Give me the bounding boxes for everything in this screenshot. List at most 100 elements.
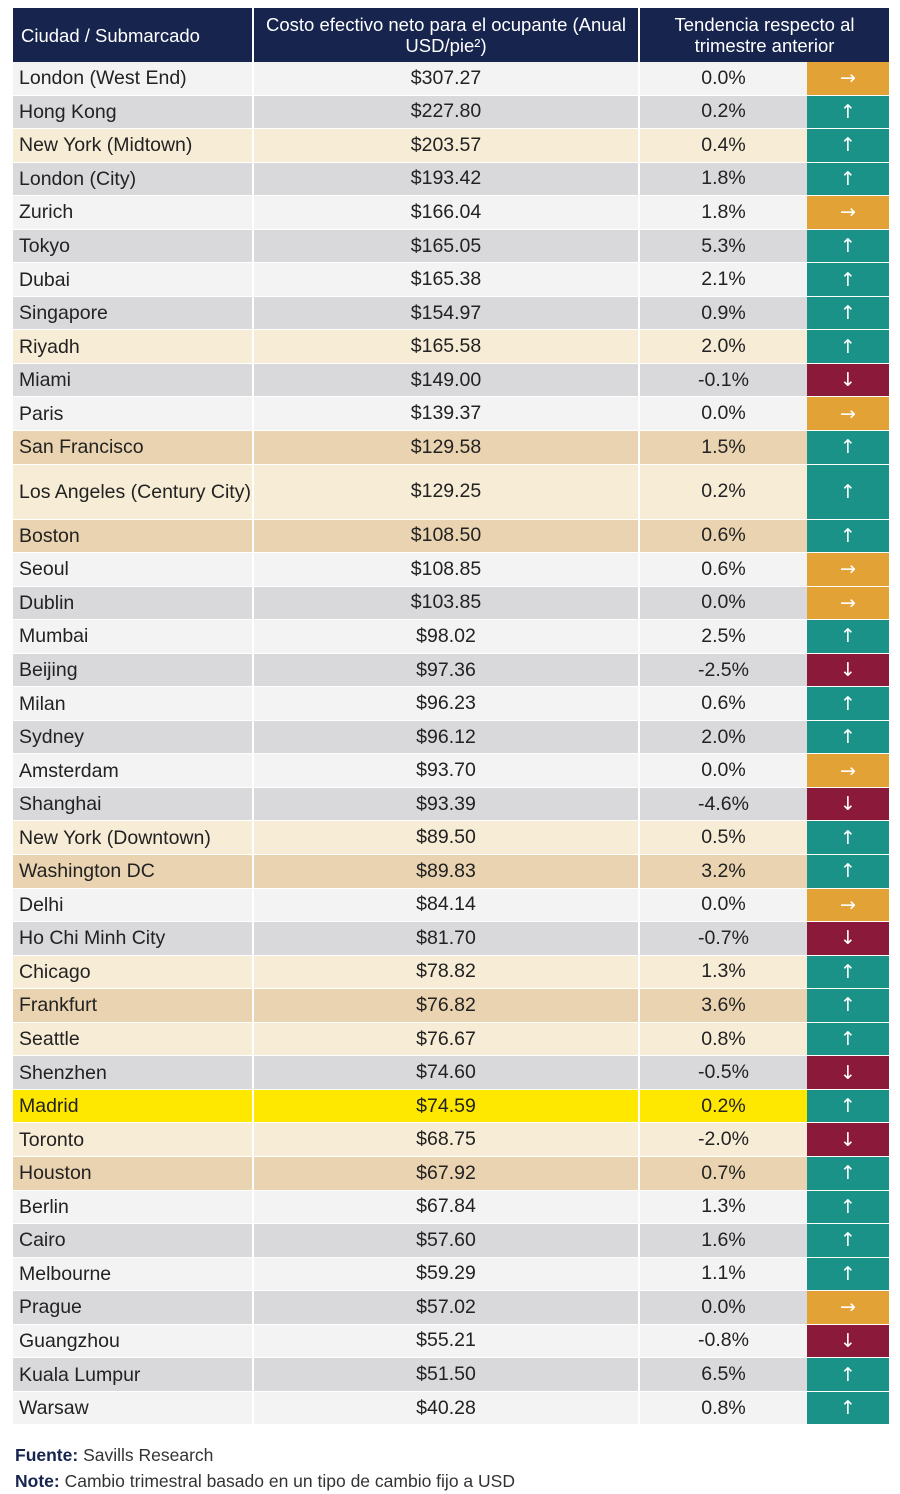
trend-up-icon: ↑ — [807, 1089, 889, 1123]
change-cell: 1.3% — [640, 1190, 807, 1224]
trend-up-icon: ↑ — [807, 1190, 889, 1224]
note-line: Note: Cambio trimestral basado en un tip… — [15, 1468, 515, 1494]
city-cell: Beijing — [13, 653, 254, 687]
change-cell: 1.1% — [640, 1257, 807, 1291]
city-cell: London (West End) — [13, 62, 254, 95]
trend-up-icon: ↑ — [807, 1224, 889, 1257]
table-row: Los Angeles (Century City) $129.25 0.2% ↑ — [13, 464, 889, 520]
change-cell: 5.3% — [640, 229, 807, 263]
trend-flat-icon: → — [807, 586, 889, 620]
table-row: Frankfurt $76.82 3.6% ↑ — [13, 989, 889, 1023]
table-row: Singapore $154.97 0.9% ↑ — [13, 296, 889, 331]
cost-cell: $67.84 — [254, 1190, 640, 1224]
city-cell: Shanghai — [13, 787, 254, 821]
city-cell: Paris — [13, 397, 254, 431]
header-cost: Costo efectivo neto para el ocupante (An… — [254, 8, 640, 62]
city-cell: Mumbai — [13, 620, 254, 653]
change-cell: 0.7% — [640, 1156, 807, 1190]
cost-cell: $40.28 — [254, 1391, 640, 1425]
change-cell: 0.0% — [640, 1291, 807, 1324]
trend-flat-icon: → — [807, 888, 889, 922]
change-cell: 3.6% — [640, 989, 807, 1022]
note-text: Cambio trimestral basado en un tipo de c… — [64, 1471, 515, 1491]
trend-down-icon: ↓ — [807, 653, 889, 687]
change-cell: -0.7% — [640, 922, 807, 955]
trend-up-icon: ↑ — [807, 129, 889, 162]
city-cell: Los Angeles (Century City) — [13, 464, 254, 519]
table-row: Boston $108.50 0.6% ↑ — [13, 519, 889, 554]
change-cell: 0.0% — [640, 397, 807, 431]
city-cell: Warsaw — [13, 1391, 254, 1425]
city-cell: Chicago — [13, 955, 254, 989]
source-line: Fuente: Savills Research — [15, 1442, 515, 1468]
cost-cell: $74.59 — [254, 1089, 640, 1123]
trend-flat-icon: → — [807, 196, 889, 229]
table-row: Melbourne $59.29 1.1% ↑ — [13, 1257, 889, 1292]
trend-up-icon: ↑ — [807, 1391, 889, 1425]
trend-up-icon: ↑ — [807, 955, 889, 989]
trend-flat-icon: → — [807, 1291, 889, 1324]
change-cell: -0.8% — [640, 1324, 807, 1358]
table-row: Houston $67.92 0.7% ↑ — [13, 1156, 889, 1191]
city-cell: Miami — [13, 363, 254, 397]
trend-up-icon: ↑ — [807, 620, 889, 653]
cost-cell: $154.97 — [254, 296, 640, 330]
change-cell: 0.5% — [640, 821, 807, 855]
table-row: New York (Midtown) $203.57 0.4% ↑ — [13, 129, 889, 163]
cost-cell: $96.23 — [254, 687, 640, 720]
cost-cell: $93.39 — [254, 787, 640, 821]
change-cell: 0.2% — [640, 464, 807, 519]
table-row: Toronto $68.75 -2.0% ↓ — [13, 1123, 889, 1157]
city-cell: Zurich — [13, 196, 254, 229]
city-cell: Riyadh — [13, 330, 254, 363]
change-cell: 1.6% — [640, 1224, 807, 1257]
cost-cell: $98.02 — [254, 620, 640, 653]
city-cell: Boston — [13, 519, 254, 553]
cost-cell: $84.14 — [254, 888, 640, 922]
change-cell: 6.5% — [640, 1358, 807, 1391]
table-row: Madrid $74.59 0.2% ↑ — [13, 1089, 889, 1124]
table-row: London (West End) $307.27 0.0% → — [13, 62, 889, 96]
cost-cell: $55.21 — [254, 1324, 640, 1358]
city-cell: Milan — [13, 687, 254, 720]
cost-cell: $165.05 — [254, 229, 640, 263]
cost-cell: $108.85 — [254, 553, 640, 586]
cost-cell: $78.82 — [254, 955, 640, 989]
cost-cell: $59.29 — [254, 1257, 640, 1291]
trend-up-icon: ↑ — [807, 464, 889, 519]
city-cell: Prague — [13, 1291, 254, 1324]
source-label: Fuente: — [15, 1445, 79, 1465]
trend-down-icon: ↓ — [807, 1324, 889, 1358]
table-row: Guangzhou $55.21 -0.8% ↓ — [13, 1324, 889, 1359]
table-row: London (City) $193.42 1.8% ↑ — [13, 162, 889, 197]
cost-cell: $57.02 — [254, 1291, 640, 1324]
cost-cell: $139.37 — [254, 397, 640, 431]
table-row: Sydney $96.12 2.0% ↑ — [13, 720, 889, 755]
city-cell: London (City) — [13, 162, 254, 196]
cost-cell: $227.80 — [254, 95, 640, 129]
table-row: Mumbai $98.02 2.5% ↑ — [13, 620, 889, 654]
table-row: Dubai $165.38 2.1% ↑ — [13, 263, 889, 297]
change-cell: -2.5% — [640, 653, 807, 687]
city-cell: Guangzhou — [13, 1324, 254, 1358]
trend-up-icon: ↑ — [807, 162, 889, 196]
table-row: Seoul $108.85 0.6% → — [13, 553, 889, 587]
trend-down-icon: ↓ — [807, 1056, 889, 1089]
trend-up-icon: ↑ — [807, 1358, 889, 1391]
city-cell: Houston — [13, 1156, 254, 1190]
change-cell: -4.6% — [640, 787, 807, 821]
table-row: Prague $57.02 0.0% → — [13, 1291, 889, 1325]
table-row: Seattle $76.67 0.8% ↑ — [13, 1022, 889, 1057]
city-cell: Seoul — [13, 553, 254, 586]
city-cell: Madrid — [13, 1089, 254, 1123]
table-row: Tokyo $165.05 5.3% ↑ — [13, 229, 889, 264]
change-cell: -2.0% — [640, 1123, 807, 1156]
cost-cell: $97.36 — [254, 653, 640, 687]
city-cell: Sydney — [13, 720, 254, 754]
change-cell: 0.0% — [640, 754, 807, 787]
change-cell: 0.2% — [640, 95, 807, 129]
change-cell: 0.8% — [640, 1022, 807, 1056]
city-cell: New York (Midtown) — [13, 129, 254, 162]
cost-cell: $89.83 — [254, 855, 640, 888]
cost-cell: $307.27 — [254, 62, 640, 95]
